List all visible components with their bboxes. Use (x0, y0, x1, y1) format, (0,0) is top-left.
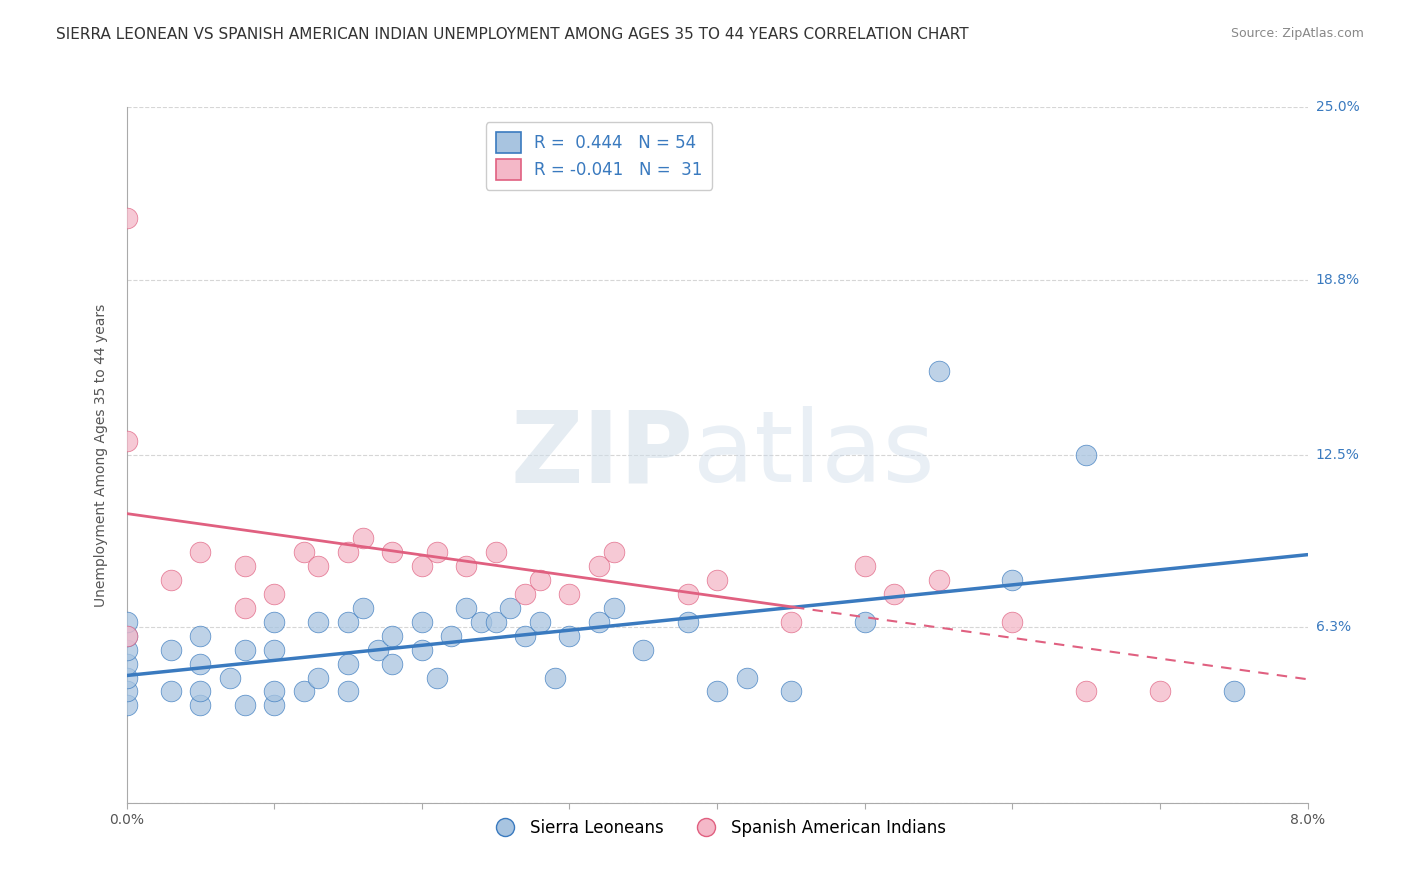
Y-axis label: Unemployment Among Ages 35 to 44 years: Unemployment Among Ages 35 to 44 years (94, 303, 108, 607)
Point (233, 698, 256, 713)
Point (543, 671, 565, 685)
Point (115, 629, 138, 643)
Point (263, 615, 285, 629)
Point (115, 698, 138, 713)
Point (263, 587, 285, 601)
Point (883, 587, 905, 601)
Point (160, 684, 183, 698)
Point (484, 615, 508, 629)
Point (706, 573, 728, 587)
Text: Source: ZipAtlas.com: Source: ZipAtlas.com (1230, 27, 1364, 40)
Point (411, 642, 433, 657)
Legend: Sierra Leoneans, Spanish American Indians: Sierra Leoneans, Spanish American Indian… (482, 812, 952, 843)
Point (263, 698, 285, 713)
Point (928, 573, 950, 587)
Point (588, 559, 610, 574)
Point (928, 364, 950, 378)
Text: 25.0%: 25.0% (1316, 100, 1360, 114)
Point (115, 434, 138, 448)
Text: atlas: atlas (693, 407, 935, 503)
Point (188, 657, 212, 671)
Point (426, 545, 449, 559)
Point (115, 211, 138, 226)
Point (381, 545, 404, 559)
Text: 6.3%: 6.3% (1316, 621, 1351, 634)
Text: 12.5%: 12.5% (1316, 448, 1360, 462)
Point (470, 615, 492, 629)
Point (529, 615, 551, 629)
Point (219, 671, 242, 685)
Point (188, 698, 212, 713)
Point (411, 559, 433, 574)
Point (233, 559, 256, 574)
Point (352, 532, 374, 546)
Point (1001, 573, 1024, 587)
Point (115, 642, 138, 657)
Point (307, 671, 329, 685)
Point (529, 573, 551, 587)
Point (440, 629, 463, 643)
Point (381, 657, 404, 671)
Point (367, 642, 389, 657)
Point (1076, 448, 1098, 462)
Point (603, 545, 626, 559)
Text: ZIP: ZIP (510, 407, 693, 503)
Point (456, 559, 478, 574)
Point (352, 601, 374, 615)
Point (115, 615, 138, 629)
Point (160, 573, 183, 587)
Point (633, 642, 655, 657)
Point (558, 587, 581, 601)
Point (233, 601, 256, 615)
Point (160, 642, 183, 657)
Point (115, 629, 138, 643)
Point (779, 615, 801, 629)
Point (484, 545, 508, 559)
Point (706, 684, 728, 698)
Point (1001, 615, 1024, 629)
Point (337, 684, 360, 698)
Point (337, 545, 360, 559)
Point (115, 684, 138, 698)
Point (853, 559, 876, 574)
Point (292, 545, 315, 559)
Point (779, 684, 801, 698)
Point (676, 587, 699, 601)
Point (676, 615, 699, 629)
Point (188, 545, 212, 559)
Point (603, 601, 626, 615)
Point (853, 615, 876, 629)
Point (307, 615, 329, 629)
Point (381, 629, 404, 643)
Point (188, 629, 212, 643)
Point (337, 615, 360, 629)
Point (588, 615, 610, 629)
Point (735, 671, 758, 685)
Point (263, 684, 285, 698)
Point (515, 629, 537, 643)
Point (307, 559, 329, 574)
Point (499, 601, 522, 615)
Text: 18.8%: 18.8% (1316, 273, 1360, 286)
Point (515, 587, 537, 601)
Point (115, 657, 138, 671)
Point (1076, 684, 1098, 698)
Point (292, 684, 315, 698)
Point (426, 671, 449, 685)
Point (233, 642, 256, 657)
Point (188, 684, 212, 698)
Point (1223, 684, 1246, 698)
Point (337, 657, 360, 671)
Point (411, 615, 433, 629)
Point (456, 601, 478, 615)
Point (263, 642, 285, 657)
Point (1149, 684, 1171, 698)
Point (115, 671, 138, 685)
Text: SIERRA LEONEAN VS SPANISH AMERICAN INDIAN UNEMPLOYMENT AMONG AGES 35 TO 44 YEARS: SIERRA LEONEAN VS SPANISH AMERICAN INDIA… (56, 27, 969, 42)
Point (558, 629, 581, 643)
